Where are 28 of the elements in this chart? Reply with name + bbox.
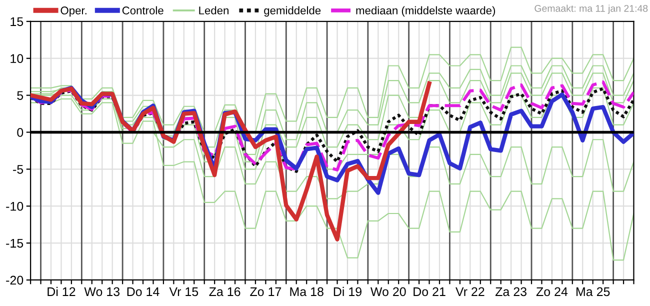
text: Gemaakt: ma 11 jan 21:48 xyxy=(534,4,648,14)
x-tick-label: Di 12 xyxy=(48,286,76,296)
legend-label: mediaan (middelste waarde) xyxy=(356,6,496,17)
x-tick-label: Di 19 xyxy=(334,286,362,296)
x-tick-label: Vr 22 xyxy=(456,287,484,296)
x-tick-label: Ma 18 xyxy=(290,287,324,296)
y-tick-label: 0 xyxy=(17,128,24,137)
legend-label: Leden xyxy=(199,6,228,14)
x-tick-label: Vr 15 xyxy=(169,287,198,296)
y-tick-label: -10 xyxy=(6,202,24,211)
legend-label: gemiddelde xyxy=(264,6,321,17)
y-tick-label: 15 xyxy=(10,17,24,26)
x-tick-label: Do 14 xyxy=(127,287,160,296)
legend-label: Controle xyxy=(122,6,164,14)
x-tick-label: Do 21 xyxy=(414,287,446,296)
x-tick-label: Zo 17 xyxy=(250,287,282,296)
x-tick-label: Za 16 xyxy=(209,287,240,296)
legend-label: Oper. xyxy=(60,6,86,17)
y-tick-label: 10 xyxy=(10,54,24,64)
y-tick-label: 5 xyxy=(17,91,24,100)
y-tick-label: -20 xyxy=(6,276,24,285)
y-tick-label: -5 xyxy=(13,165,24,174)
y-tick-label: -15 xyxy=(6,238,24,248)
x-tick-label: Wo 13 xyxy=(84,287,120,296)
x-tick-label: Wo 20 xyxy=(370,287,406,296)
x-tick-label: Ma 25 xyxy=(576,287,610,296)
x-tick-label: Zo 24 xyxy=(536,287,568,296)
x-tick-label: Za 23 xyxy=(495,287,526,296)
